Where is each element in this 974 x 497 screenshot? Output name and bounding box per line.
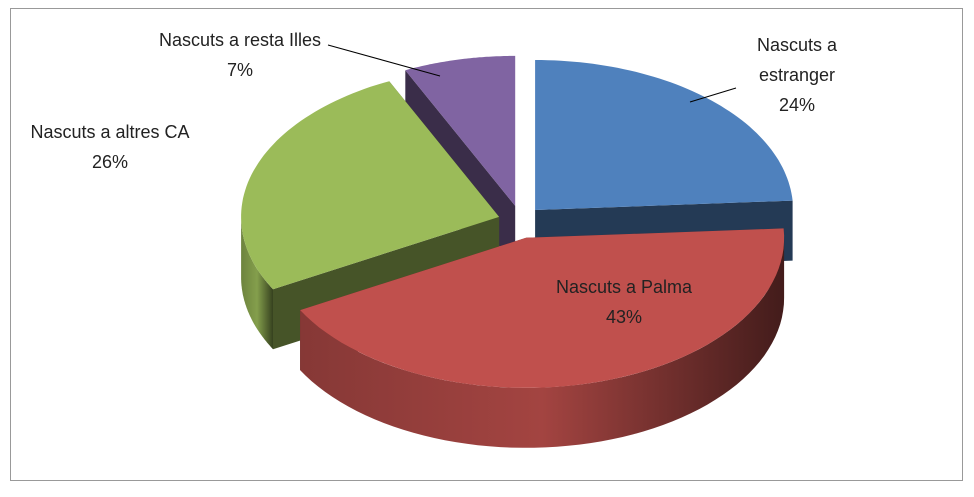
category-label: Nascuts a resta Illes [158, 30, 322, 50]
value-label: 43% [605, 307, 643, 327]
slice [300, 228, 785, 388]
data-label: Nascuts a Palma 43% [524, 272, 724, 332]
slice-wall [300, 237, 785, 448]
category-label: Nascuts a Palma [555, 277, 693, 297]
slices [241, 55, 793, 448]
value-label: 24% [778, 95, 816, 115]
category-label: Nascuts a altres CA [30, 122, 190, 142]
data-label: Nascuts a altres CA 26% [20, 117, 200, 177]
slice-wall [241, 216, 273, 350]
leader-line [689, 87, 737, 103]
slice [405, 55, 516, 206]
category-label: Nascuts a estranger [756, 35, 838, 85]
leader-line [327, 44, 441, 77]
value-label: 7% [226, 60, 253, 80]
data-label: Nascuts a estranger 24% [737, 30, 857, 120]
slice [241, 81, 500, 290]
data-label: Nascuts a resta Illes 7% [150, 25, 330, 85]
value-label: 26% [91, 152, 129, 172]
slice [535, 60, 793, 210]
